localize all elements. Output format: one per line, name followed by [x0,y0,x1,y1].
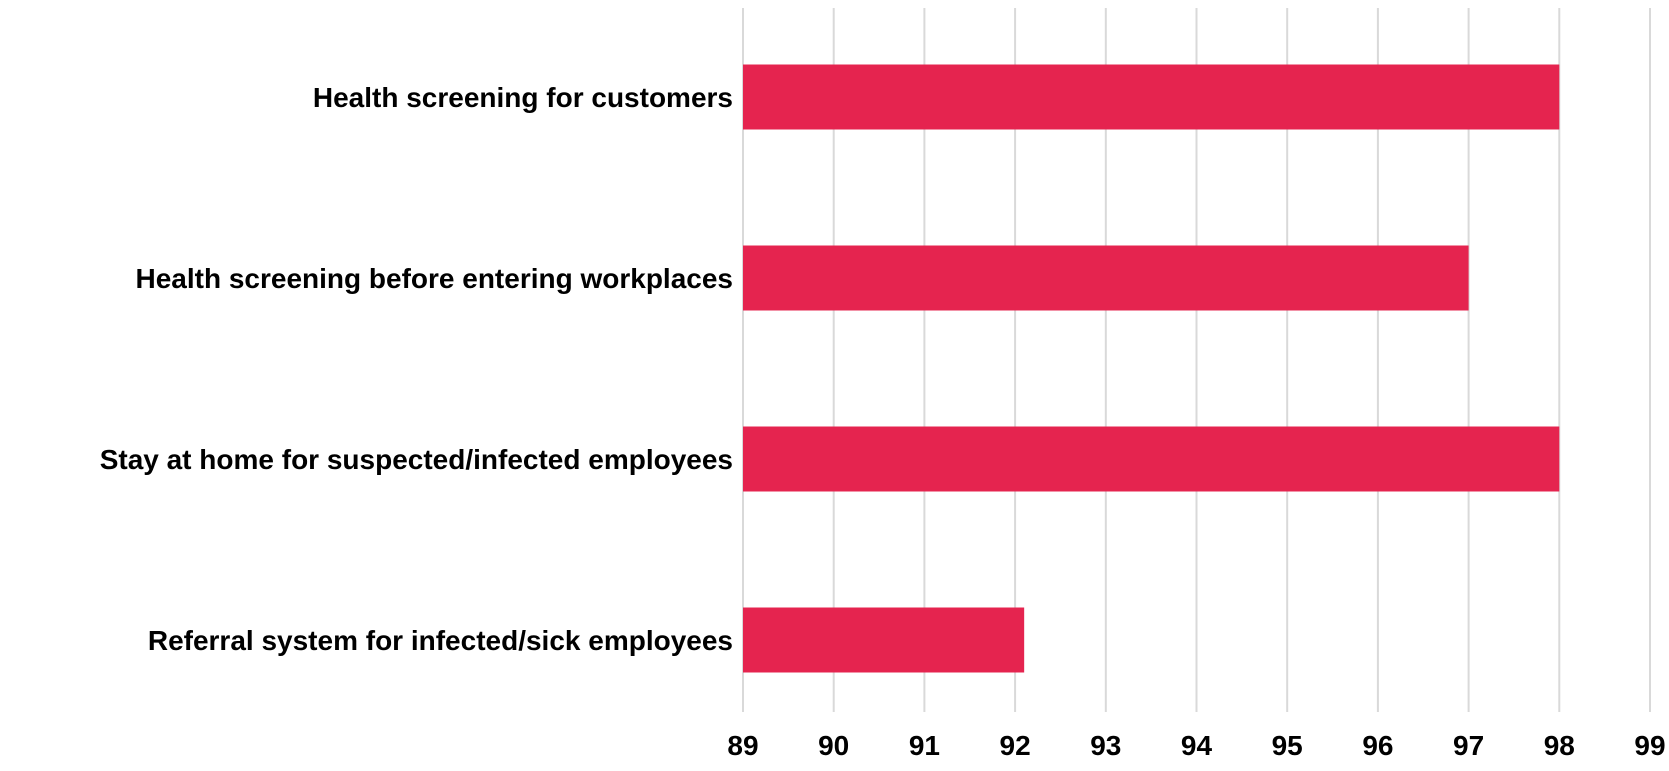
category-label: Health screening for customers [313,82,733,113]
x-tick-label: 92 [1000,730,1031,761]
bar-1 [743,64,1560,130]
bar-4 [743,607,1025,673]
x-tick-label: 97 [1453,730,1484,761]
x-axis-tick-labels: 89 90 91 92 93 94 95 96 97 98 99 [727,730,1665,761]
x-tick-label: 96 [1362,730,1393,761]
x-tick-label: 89 [727,730,758,761]
bars [743,64,1560,673]
category-label: Stay at home for suspected/infected empl… [100,444,733,475]
x-tick-label: 98 [1544,730,1575,761]
category-label: Health screening before entering workpla… [135,263,733,294]
x-tick-label: 95 [1272,730,1303,761]
x-tick-label: 91 [909,730,940,761]
bar-3 [743,426,1560,492]
x-tick-label: 94 [1181,730,1213,761]
x-tick-label: 90 [818,730,849,761]
x-tick-label: 99 [1634,730,1665,761]
category-label: Referral system for infected/sick employ… [148,625,733,656]
x-tick-label: 93 [1090,730,1121,761]
category-labels: Health screening for customers Health scr… [100,82,733,656]
bar-2 [743,245,1469,311]
